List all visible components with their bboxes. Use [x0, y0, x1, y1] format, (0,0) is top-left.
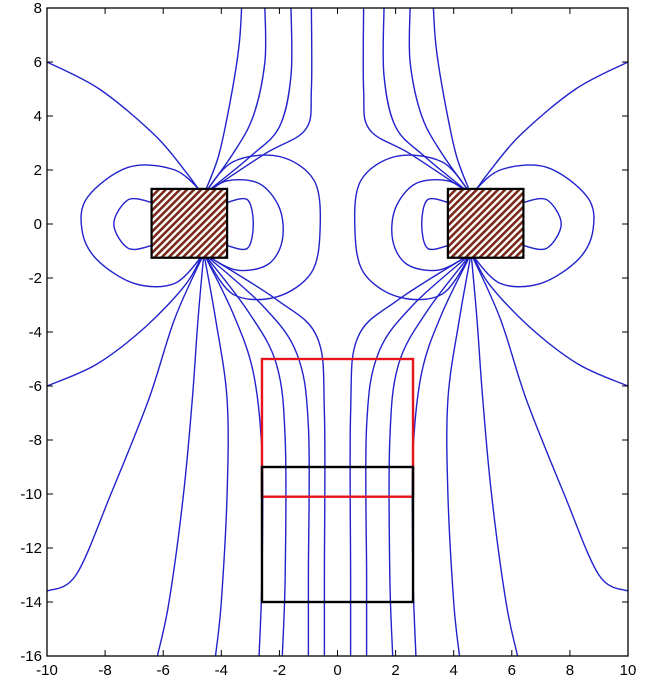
x-tick-label: -2 [273, 662, 286, 679]
field-line-right-inner-loop [420, 197, 449, 251]
field-line-bottom-r2 [470, 253, 519, 656]
y-tick-label: -12 [20, 540, 42, 557]
field-line-bottom-r4 [411, 253, 472, 656]
x-tick-label: 6 [508, 662, 516, 679]
y-tick-label: -16 [20, 648, 42, 665]
field-lines-group [47, 8, 628, 656]
field-line-top-l4 [203, 8, 313, 195]
field-line-right-closed-large [470, 164, 595, 288]
field-line-left-inner-loop [226, 197, 255, 251]
y-tick-label: -14 [20, 594, 42, 611]
field-line-left-big-loop [203, 154, 322, 301]
y-tick-label: 4 [34, 108, 42, 125]
field-line-top-r3 [382, 8, 472, 195]
field-line-outer-right [470, 61, 628, 198]
axis-ticks-group [46, 7, 629, 657]
field-line-left-mid-loop [203, 178, 284, 272]
coil-right [446, 187, 525, 259]
field-line-bottom-r5 [388, 253, 472, 656]
x-axis-tick-labels: -10 -8 -6 -4 -2 0 2 4 6 8 10 [36, 662, 636, 679]
field-line-outer-left [47, 61, 205, 198]
plot-frame [46, 7, 629, 657]
x-tick-label: 2 [391, 662, 399, 679]
field-line-outer-left-lower [47, 250, 205, 387]
field-line-bottom-l7 [203, 253, 326, 656]
field-line-left-closed-large [80, 164, 205, 288]
x-tick-label: -8 [98, 662, 111, 679]
field-line-bottom-l2 [156, 253, 205, 656]
y-tick-label: 2 [34, 162, 42, 179]
field-line-bottom-r7 [349, 253, 472, 656]
field-line-bottom-l4 [203, 253, 264, 656]
field-line-top-l2 [203, 8, 267, 195]
field-line-top-r1 [432, 8, 472, 195]
y-tick-label: -8 [29, 432, 42, 449]
y-tick-label: 8 [34, 0, 42, 17]
field-line-top-r2 [408, 8, 472, 195]
field-line-right-big-loop [353, 154, 472, 301]
y-tick-label: 0 [34, 216, 42, 233]
field-line-right-mid-loop [391, 178, 472, 272]
field-line-right-closed-small [523, 197, 562, 251]
field-line-top-l3 [203, 8, 293, 195]
field-line-top-r4 [362, 8, 472, 195]
x-tick-label: -6 [157, 662, 170, 679]
field-line-bottom-r6 [365, 253, 472, 656]
coils-group [150, 187, 525, 259]
y-axis-tick-labels: 8 6 4 2 0 -2 -4 -6 -8 -10 -12 -14 -16 [20, 0, 42, 665]
y-tick-label: -2 [29, 270, 42, 287]
x-tick-label: 0 [333, 662, 341, 679]
region-black-box [260, 465, 415, 604]
field-line-bottom-l6 [203, 253, 310, 656]
field-line-bottom-l3 [203, 253, 229, 656]
regions-group [260, 357, 415, 604]
x-tick-label: 4 [450, 662, 458, 679]
x-tick-label: -4 [215, 662, 228, 679]
y-tick-label: -4 [29, 324, 42, 341]
y-tick-label: -6 [29, 378, 42, 395]
coil-left [150, 187, 229, 259]
field-line-bottom-l5 [203, 253, 287, 656]
field-line-bottom-l1 [47, 253, 205, 592]
field-line-outer-right-lower [470, 250, 628, 387]
x-tick-label: 10 [620, 662, 637, 679]
x-tick-label: -10 [36, 662, 58, 679]
y-tick-label: 6 [34, 54, 42, 71]
y-tick-label: -10 [20, 486, 42, 503]
x-tick-label: 8 [566, 662, 574, 679]
field-line-bottom-r3 [446, 253, 472, 656]
field-line-left-closed-small [113, 197, 152, 251]
field-line-bottom-r1 [470, 253, 628, 592]
region-red-box [260, 357, 415, 498]
field-line-top-l1 [203, 8, 243, 195]
